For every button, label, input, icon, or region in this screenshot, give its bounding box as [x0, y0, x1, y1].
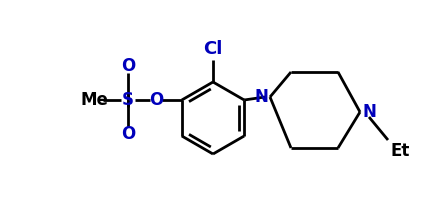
- Text: Cl: Cl: [203, 40, 222, 58]
- Text: Me: Me: [81, 91, 109, 109]
- Text: N: N: [362, 103, 376, 121]
- Text: O: O: [121, 57, 135, 75]
- Text: N: N: [254, 88, 268, 106]
- Text: O: O: [121, 125, 135, 143]
- Text: S: S: [122, 91, 134, 109]
- Text: O: O: [149, 91, 163, 109]
- Text: Et: Et: [390, 142, 409, 160]
